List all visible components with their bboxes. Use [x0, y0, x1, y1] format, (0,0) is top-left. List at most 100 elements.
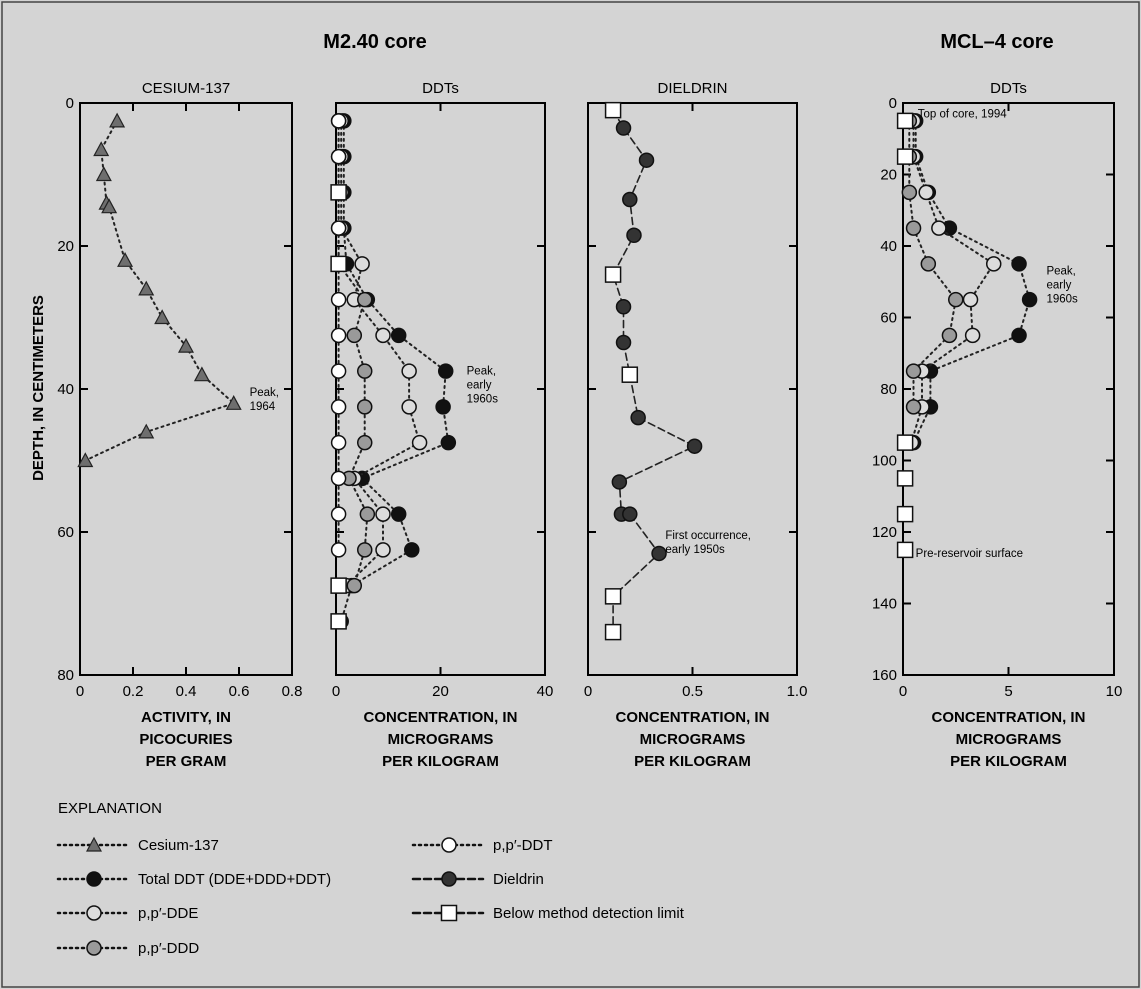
plot-area [335, 102, 546, 676]
annotation: Peak, [1046, 266, 1075, 278]
x-tick-label: 0.4 [176, 683, 197, 700]
annotation: Pre-reservoir surface [916, 548, 1023, 560]
ddt-point [330, 399, 347, 415]
dde-point [401, 363, 417, 379]
dde-point [375, 542, 391, 558]
ddt-point [330, 434, 347, 451]
dieldrin-point [615, 120, 632, 136]
ddd-point [941, 327, 958, 344]
x-tick-label: 0.8 [282, 683, 303, 700]
ddd-point [356, 434, 373, 451]
legend-marker [441, 837, 457, 853]
legend-marker [86, 871, 102, 887]
legend-marker [441, 871, 457, 887]
below_mdl-point [896, 112, 914, 130]
dde-point [411, 434, 428, 451]
dde-point [375, 327, 391, 344]
legend-marker [440, 904, 458, 922]
total_ddt-point [390, 327, 407, 344]
legend-label: Cesium-137 [138, 837, 219, 854]
dde-point [918, 184, 934, 201]
legend: EXPLANATION Cesium-137 Total DDT (DDE+DDD… [56, 800, 685, 957]
x-axis-label: ACTIVITY, IN [141, 709, 231, 726]
legend-title: EXPLANATION [58, 800, 162, 817]
cesium-point [95, 166, 112, 182]
legend-item-total_ddt: Total DDT (DDE+DDD+DDT) [56, 871, 331, 888]
cesium-point [193, 366, 210, 382]
dieldrin-point [686, 438, 703, 454]
dde-point [985, 256, 1002, 272]
annotation: Top of core, 1994 [918, 108, 1007, 120]
ddd-point [346, 577, 363, 594]
annotation: 1960s [1046, 294, 1078, 306]
ddd-point [905, 220, 922, 236]
legend-item-cesium: Cesium-137 [56, 836, 219, 854]
below-mdl-point [604, 588, 622, 605]
ddt-point [330, 470, 347, 487]
core-title-mcl4: MCL–4 core [940, 31, 1053, 53]
x-tick-label: 0 [332, 683, 340, 700]
cesium-point [138, 280, 155, 296]
x-axis-label: PER KILOGRAM [634, 753, 751, 770]
ddd-point [920, 256, 937, 272]
series-line [910, 119, 996, 444]
panel-title: DIELDRIN [657, 80, 727, 97]
cesium-point [138, 423, 155, 439]
ddd-point [356, 291, 373, 308]
cesium-point [117, 252, 134, 267]
y-tick-label: 140 [872, 596, 897, 613]
cesium-point [177, 337, 195, 353]
series-dde [333, 113, 428, 594]
x-tick-label: 0.6 [229, 683, 250, 700]
y-tick-label: 0 [66, 95, 74, 112]
ddt-point [330, 363, 347, 379]
y-tick-label: 80 [880, 381, 897, 398]
legend-marker [86, 905, 102, 921]
dde-point [401, 399, 417, 415]
cesium-point [109, 112, 126, 128]
y-tick-label: 20 [57, 238, 74, 255]
ddt-point [330, 506, 347, 522]
panel-title: DDTs [990, 80, 1027, 97]
series-ddt [330, 113, 347, 558]
x-axis-label: CONCENTRATION, IN [616, 709, 770, 726]
annotation: First occurrence, [665, 530, 751, 542]
legend-item-dieldrin: Dieldrin [411, 871, 544, 888]
total_ddt-point [404, 542, 420, 558]
x-axis-label: PER KILOGRAM [382, 753, 499, 770]
series-dieldrin [604, 101, 703, 641]
below-mdl-point [604, 623, 622, 641]
x-tick-label: 5 [1004, 683, 1012, 700]
y-tick-label: 100 [872, 453, 897, 470]
below_mdl-point [896, 470, 914, 487]
x-axis-label: PICOCURIES [139, 731, 232, 748]
below-mdl-point [604, 101, 622, 119]
below_mdl-point [896, 148, 914, 165]
x-axis-label: MICROGRAMS [956, 731, 1062, 748]
dieldrin-point [651, 545, 667, 562]
ddt-point [330, 113, 347, 129]
series-line [912, 119, 1031, 444]
dieldrin-point [630, 409, 646, 426]
ddd-point [356, 399, 373, 415]
ddt-point [330, 542, 347, 558]
x-axis-label: PER KILOGRAM [950, 753, 1067, 770]
ddd-point [901, 184, 918, 201]
below_mdl-point [330, 577, 347, 594]
panels: CESIUM-137 0 0.2 0.4 0.6 0.8 0 20 40 60 80 ACTIVITY… [57, 80, 1122, 770]
x-axis-label: MICROGRAMS [388, 731, 494, 748]
series-below_mdl [330, 184, 347, 630]
x-tick-label: 0 [76, 683, 84, 700]
y-tick-label: 20 [880, 167, 897, 184]
x-tick-label: 10 [1106, 683, 1123, 700]
legend-item-ddt: p,p′-DDT [411, 837, 553, 854]
legend-marker [86, 940, 102, 956]
ddd-point [905, 399, 922, 415]
y-tick-label: 60 [57, 524, 74, 541]
legend-marker [85, 836, 103, 852]
below-mdl-point [604, 266, 622, 283]
ddt-point [330, 148, 347, 165]
